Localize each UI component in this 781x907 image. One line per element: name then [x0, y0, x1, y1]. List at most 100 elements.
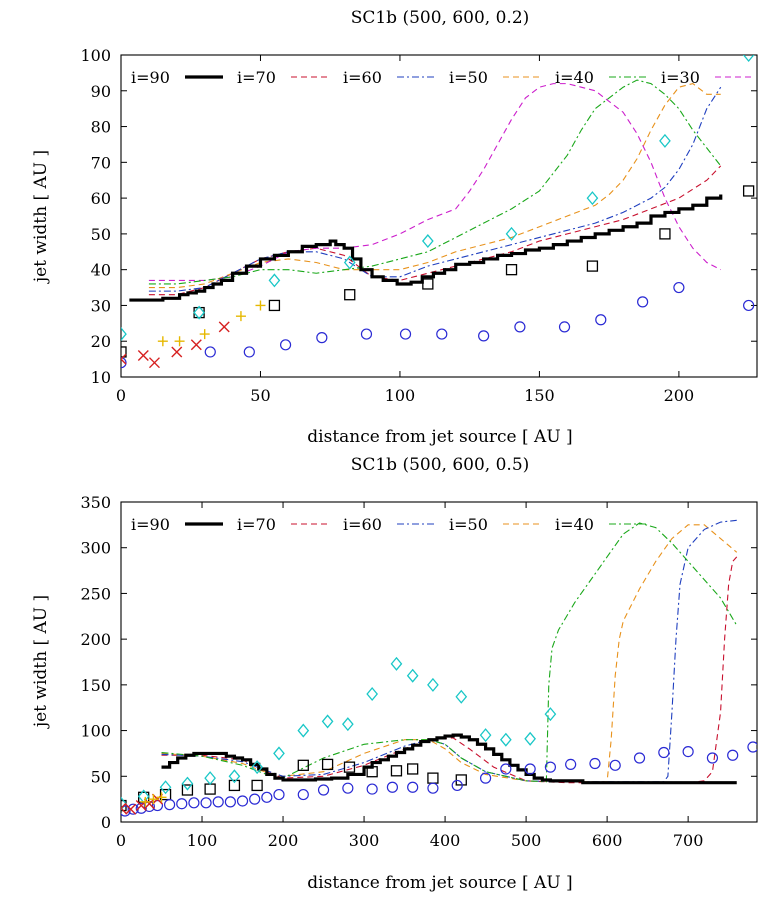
plus-point	[157, 336, 168, 347]
circle-point	[609, 759, 621, 771]
x-axis-label: distance from jet source [ AU ]	[307, 873, 572, 893]
series-layer	[121, 55, 755, 369]
x-point	[121, 802, 127, 814]
square-point	[321, 758, 334, 771]
x-tick-label: 0	[116, 386, 126, 405]
y-tick-label: 40	[91, 261, 111, 280]
circle-point	[427, 782, 439, 794]
diamond-point	[268, 273, 281, 288]
chart-title: SC1b (500, 600, 0.5)	[351, 455, 530, 475]
circle-point	[200, 797, 212, 809]
x-point	[125, 803, 137, 815]
circle-point	[188, 797, 200, 809]
square-point	[268, 299, 281, 312]
square-point	[427, 772, 439, 784]
x-tick-label: 50	[250, 386, 270, 405]
square-point	[343, 761, 356, 773]
circle-point	[478, 330, 490, 342]
square-point	[159, 788, 172, 801]
diamond-point	[159, 780, 172, 795]
series-line-i=70	[161, 556, 738, 784]
legend-label: i=30	[661, 68, 700, 87]
circle-point	[176, 798, 188, 810]
circle-point	[558, 321, 571, 333]
square-point	[344, 289, 356, 301]
circle-point	[360, 328, 373, 340]
diamond-point	[342, 717, 354, 732]
y-tick-label: 300	[80, 539, 111, 558]
y-tick-label: 100	[80, 722, 111, 741]
circle-point	[682, 745, 694, 758]
legend-label: i=90	[131, 515, 170, 534]
x-point	[137, 350, 149, 362]
y-tick-label: 0	[101, 813, 111, 832]
series-line-i=90	[161, 733, 737, 785]
circle-point	[589, 757, 601, 770]
square-point	[505, 264, 518, 276]
y-tick-label: 30	[91, 296, 111, 315]
circle-point	[297, 788, 309, 801]
square-point	[366, 766, 378, 778]
diamond-point	[343, 255, 356, 270]
circle-point	[279, 339, 292, 351]
diamond-point	[524, 731, 536, 746]
diamond-point	[121, 327, 127, 342]
plus-point	[140, 796, 151, 807]
legend-label: i=40	[555, 68, 594, 87]
circle-point	[236, 795, 249, 807]
diamond-point	[204, 771, 216, 786]
square-point	[204, 783, 216, 795]
square-point	[251, 779, 263, 792]
y-tick-label: 100	[80, 46, 111, 65]
series-layer	[121, 519, 757, 817]
circle-point	[407, 781, 419, 793]
series-line-i=60	[148, 86, 722, 292]
circle-point	[451, 779, 463, 792]
circle-point	[514, 321, 526, 333]
diamond-point	[228, 769, 241, 784]
x-tick-label: 500	[511, 831, 542, 850]
circle-point	[727, 749, 739, 761]
x-tick-label: 100	[385, 386, 416, 405]
diamond-point	[406, 668, 419, 683]
legend-label: i=60	[343, 515, 382, 534]
axes	[120, 54, 758, 378]
diamond-point	[586, 191, 599, 206]
legend-label: i=90	[131, 68, 170, 87]
y-tick-label: 60	[91, 189, 111, 208]
diamond-point	[499, 732, 512, 747]
x-tick-label: 200	[664, 386, 695, 405]
diamond-point	[273, 746, 285, 761]
diamond-point	[742, 55, 755, 63]
x-point	[171, 346, 183, 358]
legend: i=90 i=70 i=60 i=50 i=40 i=30	[131, 68, 753, 87]
x-point	[143, 798, 155, 810]
y-tick-label: 350	[80, 493, 111, 512]
circle-point	[747, 741, 757, 753]
circle-point	[366, 783, 378, 795]
diamond-point	[366, 686, 379, 702]
diamond-point	[181, 776, 194, 791]
y-tick-label: 10	[91, 368, 111, 387]
circle-point	[637, 296, 649, 308]
circle-point	[342, 782, 354, 794]
legend: i=90 i=70 i=60 i=50 i=40	[131, 515, 647, 534]
diamond-point	[479, 728, 492, 743]
plus-point	[174, 336, 185, 347]
axes	[120, 501, 758, 823]
y-tick-label: 200	[80, 630, 111, 649]
y-axis-label: jet width [ AU ]	[31, 150, 51, 284]
circle-point	[673, 281, 685, 294]
series-line-i=60	[161, 519, 737, 783]
tick-labels: 0 100 200 300 400 500 600 700 0 50 100 150 200 250 300…	[80, 493, 703, 850]
marker-series-pluses	[157, 300, 266, 347]
circle-point	[316, 332, 328, 344]
series-line-i=90	[129, 194, 723, 302]
square-point	[659, 228, 671, 240]
marker-series-crosses	[121, 793, 163, 815]
diamond-point	[659, 133, 671, 148]
diamond-point	[321, 714, 334, 729]
series-line-i=50	[148, 83, 721, 289]
x-point	[218, 321, 230, 333]
x-tick-label: 0	[116, 831, 126, 850]
